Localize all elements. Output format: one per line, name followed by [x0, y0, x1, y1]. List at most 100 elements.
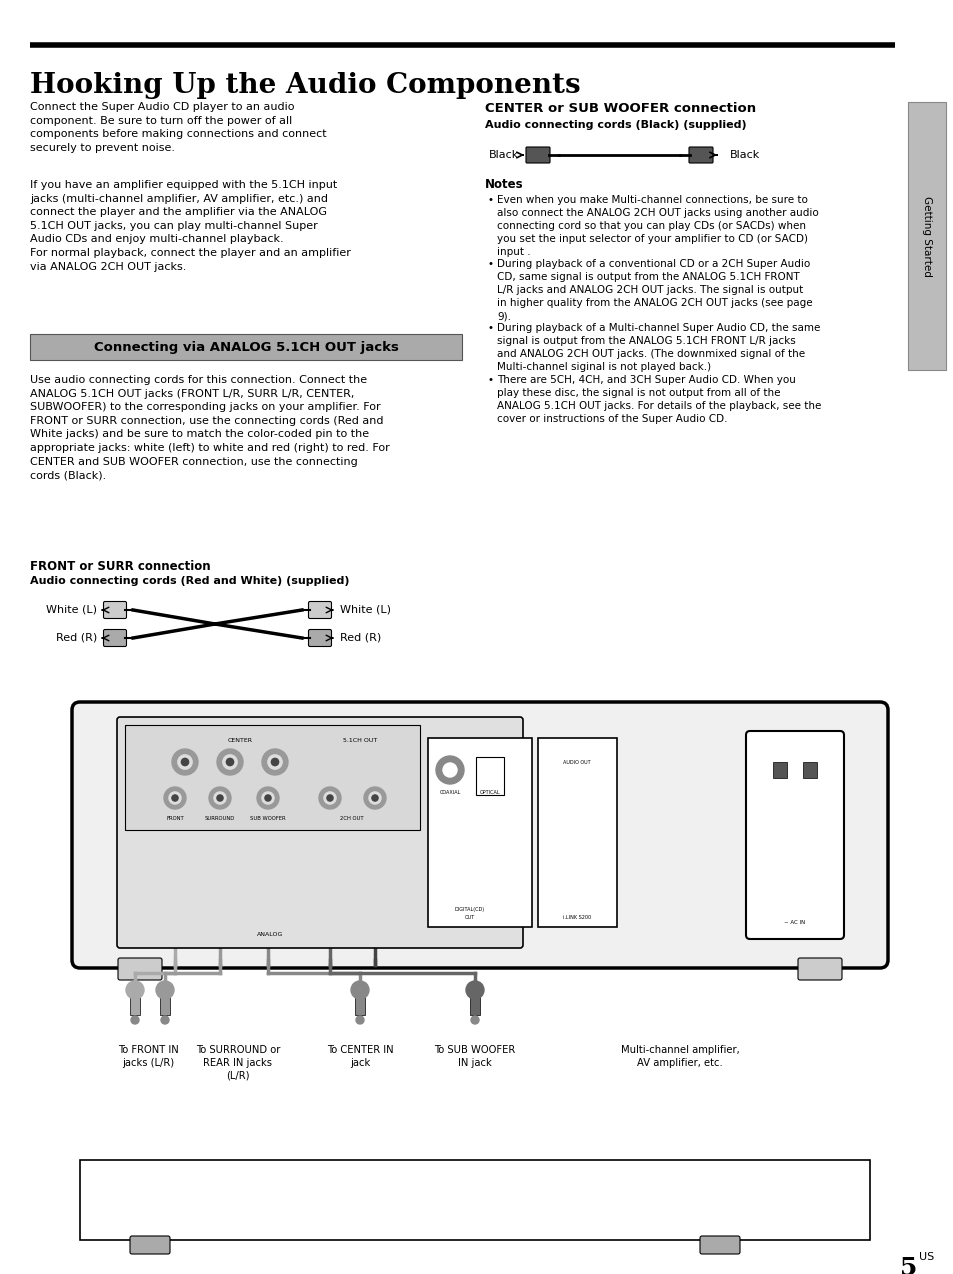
Text: To FRONT IN
jacks (L/R): To FRONT IN jacks (L/R)	[117, 1045, 178, 1068]
Circle shape	[369, 792, 380, 804]
Circle shape	[436, 755, 463, 784]
Text: OPTICAL: OPTICAL	[479, 790, 499, 795]
FancyBboxPatch shape	[688, 147, 712, 163]
Text: Red (R): Red (R)	[55, 633, 97, 643]
Circle shape	[126, 981, 144, 999]
Circle shape	[318, 787, 340, 809]
Text: Multi-channel amplifier,
AV amplifier, etc.: Multi-channel amplifier, AV amplifier, e…	[620, 1045, 739, 1068]
Bar	[80, 1161, 869, 1240]
Text: SUB WOOFER: SUB WOOFER	[250, 817, 286, 820]
Text: •: •	[488, 195, 494, 205]
Bar	[30, 334, 461, 361]
Text: DIGITAL(CD): DIGITAL(CD)	[455, 907, 484, 912]
Text: 5: 5	[899, 1256, 917, 1274]
Text: Red (R): Red (R)	[339, 633, 381, 643]
Text: To SUB WOOFER
IN jack: To SUB WOOFER IN jack	[434, 1045, 515, 1068]
Text: FRONT or SURR connection: FRONT or SURR connection	[30, 561, 211, 573]
Text: •: •	[488, 376, 494, 385]
Circle shape	[226, 758, 233, 766]
Circle shape	[213, 792, 226, 804]
Bar	[470, 995, 479, 1015]
Bar	[130, 995, 140, 1015]
Text: FRONT: FRONT	[166, 817, 184, 820]
Text: To CENTER IN
jack: To CENTER IN jack	[326, 1045, 393, 1068]
Circle shape	[216, 749, 243, 775]
Bar	[160, 995, 170, 1015]
FancyBboxPatch shape	[117, 717, 522, 948]
Circle shape	[156, 981, 173, 999]
Text: Even when you make Multi-channel connections, be sure to
also connect the ANALOG: Even when you make Multi-channel connect…	[497, 195, 818, 257]
Circle shape	[177, 755, 192, 769]
FancyBboxPatch shape	[525, 147, 550, 163]
Circle shape	[209, 787, 231, 809]
Text: To SURROUND or
REAR IN jacks
(L/R): To SURROUND or REAR IN jacks (L/R)	[195, 1045, 280, 1080]
Text: i.LINK S200: i.LINK S200	[562, 915, 591, 920]
Circle shape	[172, 749, 198, 775]
Circle shape	[161, 1015, 169, 1024]
Text: COAXIAL: COAXIAL	[438, 790, 460, 795]
Text: During playback of a Multi-channel Super Audio CD, the same
signal is output fro: During playback of a Multi-channel Super…	[497, 324, 820, 372]
Text: •: •	[488, 259, 494, 269]
FancyBboxPatch shape	[428, 738, 532, 927]
Circle shape	[324, 792, 335, 804]
Circle shape	[355, 1015, 364, 1024]
Text: Notes: Notes	[484, 178, 523, 191]
Circle shape	[268, 755, 282, 769]
Text: Connecting via ANALOG 5.1CH OUT jacks: Connecting via ANALOG 5.1CH OUT jacks	[93, 340, 398, 353]
Bar	[125, 725, 419, 829]
FancyBboxPatch shape	[537, 738, 617, 927]
FancyBboxPatch shape	[103, 601, 127, 618]
Circle shape	[351, 981, 369, 999]
Text: ~ AC IN: ~ AC IN	[783, 920, 804, 925]
FancyBboxPatch shape	[308, 601, 331, 618]
Circle shape	[262, 749, 288, 775]
FancyBboxPatch shape	[130, 1236, 170, 1254]
Circle shape	[364, 787, 386, 809]
FancyBboxPatch shape	[745, 731, 843, 939]
Circle shape	[262, 792, 274, 804]
FancyBboxPatch shape	[308, 629, 331, 646]
Text: If you have an amplifier equipped with the 5.1CH input
jacks (multi-channel ampl: If you have an amplifier equipped with t…	[30, 180, 351, 271]
Circle shape	[465, 981, 483, 999]
FancyBboxPatch shape	[797, 958, 841, 980]
FancyBboxPatch shape	[118, 958, 162, 980]
Text: Hooking Up the Audio Components: Hooking Up the Audio Components	[30, 73, 580, 99]
Text: Audio connecting cords (Red and White) (supplied): Audio connecting cords (Red and White) (…	[30, 576, 349, 586]
Text: ANALOG: ANALOG	[256, 933, 283, 936]
Text: Black: Black	[729, 150, 760, 161]
Circle shape	[169, 792, 181, 804]
Text: 5.1CH OUT: 5.1CH OUT	[342, 738, 376, 743]
Text: White (L): White (L)	[46, 605, 97, 615]
Text: There are 5CH, 4CH, and 3CH Super Audio CD. When you
play these disc, the signal: There are 5CH, 4CH, and 3CH Super Audio …	[497, 376, 821, 424]
Text: SURROUND: SURROUND	[205, 817, 234, 820]
Text: Getting Started: Getting Started	[921, 196, 931, 276]
Circle shape	[327, 795, 333, 801]
Circle shape	[372, 795, 377, 801]
Bar	[476, 757, 503, 795]
Text: Connect the Super Audio CD player to an audio
component. Be sure to turn off the: Connect the Super Audio CD player to an …	[30, 102, 326, 153]
Circle shape	[164, 787, 186, 809]
Text: •: •	[488, 324, 494, 333]
Circle shape	[265, 795, 271, 801]
FancyBboxPatch shape	[71, 702, 887, 968]
Bar	[802, 762, 816, 778]
Circle shape	[181, 758, 189, 766]
Circle shape	[216, 795, 223, 801]
Circle shape	[471, 1015, 478, 1024]
Circle shape	[172, 795, 178, 801]
Text: AUDIO OUT: AUDIO OUT	[562, 761, 590, 764]
Bar	[355, 995, 365, 1015]
Text: Use audio connecting cords for this connection. Connect the
ANALOG 5.1CH OUT jac: Use audio connecting cords for this conn…	[30, 375, 390, 480]
Circle shape	[131, 1015, 139, 1024]
Bar	[772, 762, 786, 778]
Circle shape	[256, 787, 278, 809]
Circle shape	[271, 758, 278, 766]
Text: CENTER or SUB WOOFER connection: CENTER or SUB WOOFER connection	[484, 102, 756, 115]
Text: 2CH OUT: 2CH OUT	[340, 817, 363, 820]
Text: OUT: OUT	[464, 915, 475, 920]
Circle shape	[223, 755, 237, 769]
Text: White (L): White (L)	[339, 605, 391, 615]
Circle shape	[442, 763, 456, 777]
Text: Audio connecting cords (Black) (supplied): Audio connecting cords (Black) (supplied…	[484, 120, 746, 130]
FancyBboxPatch shape	[700, 1236, 740, 1254]
